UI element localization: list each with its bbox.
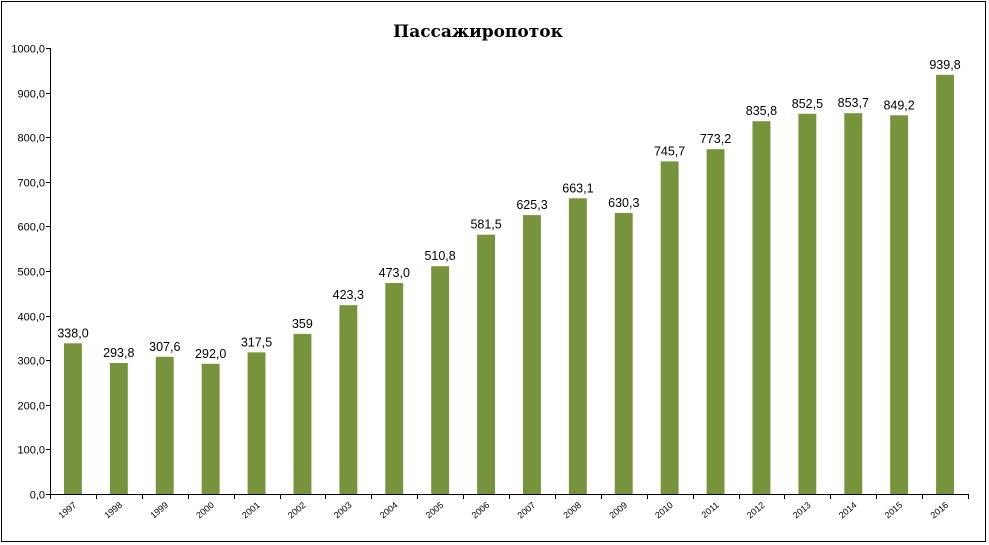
y-tick-label: 0,0	[30, 490, 45, 502]
y-tick-label: 100,0	[17, 445, 45, 457]
data-label: 852,5	[792, 97, 823, 111]
y-tick-label: 400,0	[17, 312, 45, 324]
bar	[936, 74, 954, 495]
x-tick-label: 2000	[194, 500, 216, 521]
data-label: 317,5	[241, 335, 272, 349]
bars	[64, 74, 954, 495]
bar	[844, 113, 863, 494]
data-label: 473,0	[379, 266, 410, 280]
data-label: 423,3	[333, 288, 364, 302]
x-tick-label: 2011	[700, 500, 721, 520]
bar	[339, 305, 358, 494]
data-label: 293,8	[103, 346, 134, 360]
chart-title: Пассажиропоток	[393, 22, 563, 42]
x-tick-label: 2007	[516, 500, 538, 521]
y-tick-label: 200,0	[17, 401, 45, 413]
x-tick-label: 2006	[470, 500, 492, 521]
data-label: 307,6	[149, 340, 180, 354]
bar	[155, 356, 174, 494]
y-tick-label: 1000,0	[11, 44, 45, 56]
x-tick-label: 2005	[424, 500, 446, 521]
x-tick-label: 2014	[837, 500, 859, 521]
data-label: 359	[292, 317, 313, 331]
data-label: 625,3	[516, 198, 547, 212]
data-label: 338,0	[57, 326, 88, 340]
bar	[293, 333, 312, 494]
bar	[706, 149, 725, 494]
data-label: 292,0	[195, 347, 226, 361]
bar	[568, 198, 587, 495]
data-label: 849,2	[883, 98, 914, 112]
y-tick-label: 800,0	[17, 133, 45, 145]
data-label: 835,8	[746, 104, 777, 118]
y-tick-label: 500,0	[17, 267, 45, 279]
x-tick-label: 1998	[102, 500, 124, 521]
x-tick-label: 1999	[148, 500, 170, 521]
x-tick-label: 2004	[378, 500, 400, 521]
x-tick-label: 2015	[883, 500, 905, 521]
x-tick-label: 2002	[286, 500, 308, 521]
bar	[109, 363, 128, 494]
bar	[201, 363, 220, 494]
y-tick-label: 300,0	[17, 356, 45, 368]
bar	[660, 161, 679, 494]
x-tick-label: 2003	[332, 500, 354, 521]
data-label: 773,2	[700, 132, 731, 146]
bar	[385, 283, 404, 494]
data-label: 939,8	[929, 58, 960, 72]
bar	[752, 121, 771, 494]
bar	[523, 215, 541, 494]
data-label: 663,1	[562, 181, 593, 195]
x-tick-label: 2008	[561, 500, 583, 521]
bar	[64, 343, 82, 494]
data-label: 745,7	[654, 144, 685, 158]
data-label: 853,7	[838, 96, 869, 110]
bar	[247, 352, 266, 494]
y-tick-label: 900,0	[17, 89, 45, 101]
data-label: 510,8	[424, 249, 455, 263]
x-axis: 1997 1998 1999 2000 2001 2002 2003 2004 2005 2006…	[50, 494, 969, 520]
data-label: 630,3	[608, 196, 639, 210]
x-tick-label: 1997	[57, 500, 79, 521]
bar	[890, 115, 909, 495]
data-labels: 338,0 293,8 307,6 292,0 317,5 359 423,3 473,0 51…	[57, 58, 960, 361]
bar	[798, 113, 817, 495]
y-axis: 0,0 100,0 200,0 300,0 400,0 500,0 600,0 700,0 80…	[11, 44, 51, 502]
bar	[614, 212, 633, 494]
bar	[431, 266, 450, 494]
x-tick-label: 2016	[929, 500, 951, 521]
y-tick-label: 600,0	[17, 222, 45, 234]
data-label: 581,5	[470, 218, 501, 232]
bar	[477, 234, 495, 494]
x-tick-label: 2012	[745, 500, 767, 521]
x-tick-label: 2001	[240, 500, 262, 521]
x-tick-label: 2009	[607, 500, 629, 521]
x-tick-label: 2013	[791, 500, 813, 521]
x-tick-label: 2010	[653, 500, 675, 521]
y-tick-label: 700,0	[17, 178, 45, 190]
